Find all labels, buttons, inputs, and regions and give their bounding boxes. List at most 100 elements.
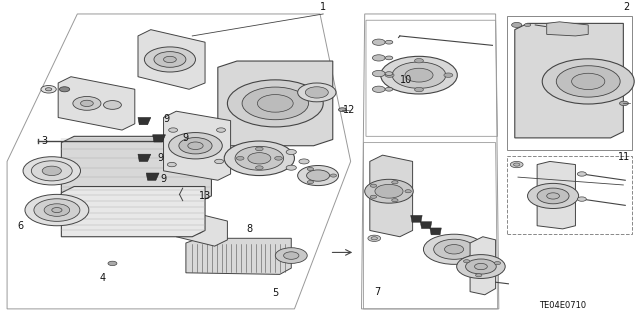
Circle shape — [620, 101, 628, 106]
Circle shape — [179, 137, 212, 154]
Circle shape — [445, 245, 464, 254]
Circle shape — [224, 141, 294, 175]
Circle shape — [372, 39, 385, 45]
Circle shape — [556, 66, 620, 97]
Circle shape — [188, 142, 203, 150]
Circle shape — [434, 239, 474, 259]
Circle shape — [104, 100, 122, 109]
Circle shape — [371, 184, 377, 187]
Circle shape — [372, 70, 385, 77]
Circle shape — [298, 83, 336, 102]
Polygon shape — [537, 161, 575, 229]
Circle shape — [392, 62, 446, 88]
Text: 2: 2 — [623, 3, 630, 12]
Polygon shape — [138, 117, 151, 125]
Circle shape — [169, 133, 222, 159]
Circle shape — [510, 161, 523, 168]
Circle shape — [235, 146, 284, 170]
Circle shape — [381, 56, 458, 94]
Circle shape — [524, 23, 531, 26]
Polygon shape — [164, 111, 230, 180]
Circle shape — [542, 59, 634, 104]
Circle shape — [31, 161, 72, 181]
Polygon shape — [138, 30, 205, 89]
Polygon shape — [61, 136, 211, 202]
Circle shape — [73, 96, 101, 110]
Circle shape — [81, 100, 93, 107]
Text: 9: 9 — [164, 114, 170, 124]
Circle shape — [216, 128, 225, 132]
Circle shape — [513, 163, 520, 166]
Circle shape — [255, 147, 263, 151]
Circle shape — [494, 262, 500, 265]
Text: 8: 8 — [246, 224, 253, 234]
Circle shape — [527, 183, 579, 209]
Circle shape — [365, 179, 413, 203]
Circle shape — [52, 208, 62, 212]
Polygon shape — [470, 237, 495, 295]
Polygon shape — [218, 61, 333, 146]
Circle shape — [44, 204, 70, 216]
Circle shape — [424, 234, 484, 264]
Circle shape — [392, 199, 398, 202]
Polygon shape — [147, 173, 159, 180]
Circle shape — [577, 172, 586, 176]
Text: 9: 9 — [182, 133, 189, 143]
Text: 1: 1 — [320, 3, 326, 12]
Text: 7: 7 — [374, 287, 381, 297]
Polygon shape — [58, 77, 135, 130]
Circle shape — [577, 197, 586, 201]
Circle shape — [466, 259, 496, 274]
Circle shape — [298, 166, 339, 186]
Circle shape — [474, 263, 487, 270]
Circle shape — [168, 162, 176, 167]
Circle shape — [41, 85, 56, 93]
Text: 13: 13 — [198, 191, 211, 201]
Circle shape — [372, 55, 385, 61]
Polygon shape — [186, 238, 291, 274]
Circle shape — [405, 190, 412, 193]
Polygon shape — [370, 155, 413, 237]
Circle shape — [255, 166, 263, 170]
Polygon shape — [153, 135, 166, 142]
Circle shape — [371, 237, 378, 240]
Circle shape — [537, 188, 569, 204]
Circle shape — [375, 184, 403, 198]
Circle shape — [511, 22, 522, 27]
Circle shape — [164, 56, 176, 63]
Circle shape — [385, 56, 393, 60]
Circle shape — [286, 165, 296, 170]
Polygon shape — [61, 187, 205, 237]
Circle shape — [463, 260, 470, 263]
Circle shape — [476, 274, 482, 277]
Bar — [507, 156, 632, 234]
Circle shape — [236, 156, 244, 160]
Circle shape — [227, 80, 323, 127]
Circle shape — [34, 199, 80, 221]
Polygon shape — [430, 228, 442, 235]
Circle shape — [444, 73, 453, 77]
Circle shape — [180, 223, 204, 234]
Polygon shape — [138, 154, 151, 161]
Circle shape — [330, 174, 337, 177]
Circle shape — [45, 88, 52, 91]
Polygon shape — [411, 215, 422, 222]
Circle shape — [257, 95, 293, 112]
Circle shape — [108, 261, 117, 266]
Text: 3: 3 — [41, 136, 47, 146]
Polygon shape — [515, 23, 623, 138]
Circle shape — [275, 156, 282, 160]
Circle shape — [385, 40, 393, 44]
Circle shape — [214, 159, 223, 164]
Circle shape — [307, 181, 314, 184]
Circle shape — [299, 159, 309, 164]
Text: 11: 11 — [618, 152, 630, 162]
Circle shape — [415, 87, 424, 92]
Text: 6: 6 — [17, 221, 23, 231]
Text: 9: 9 — [161, 174, 166, 184]
Circle shape — [248, 153, 271, 164]
Text: 5: 5 — [272, 288, 278, 298]
Circle shape — [385, 87, 393, 91]
Circle shape — [242, 87, 308, 120]
Circle shape — [339, 108, 346, 112]
